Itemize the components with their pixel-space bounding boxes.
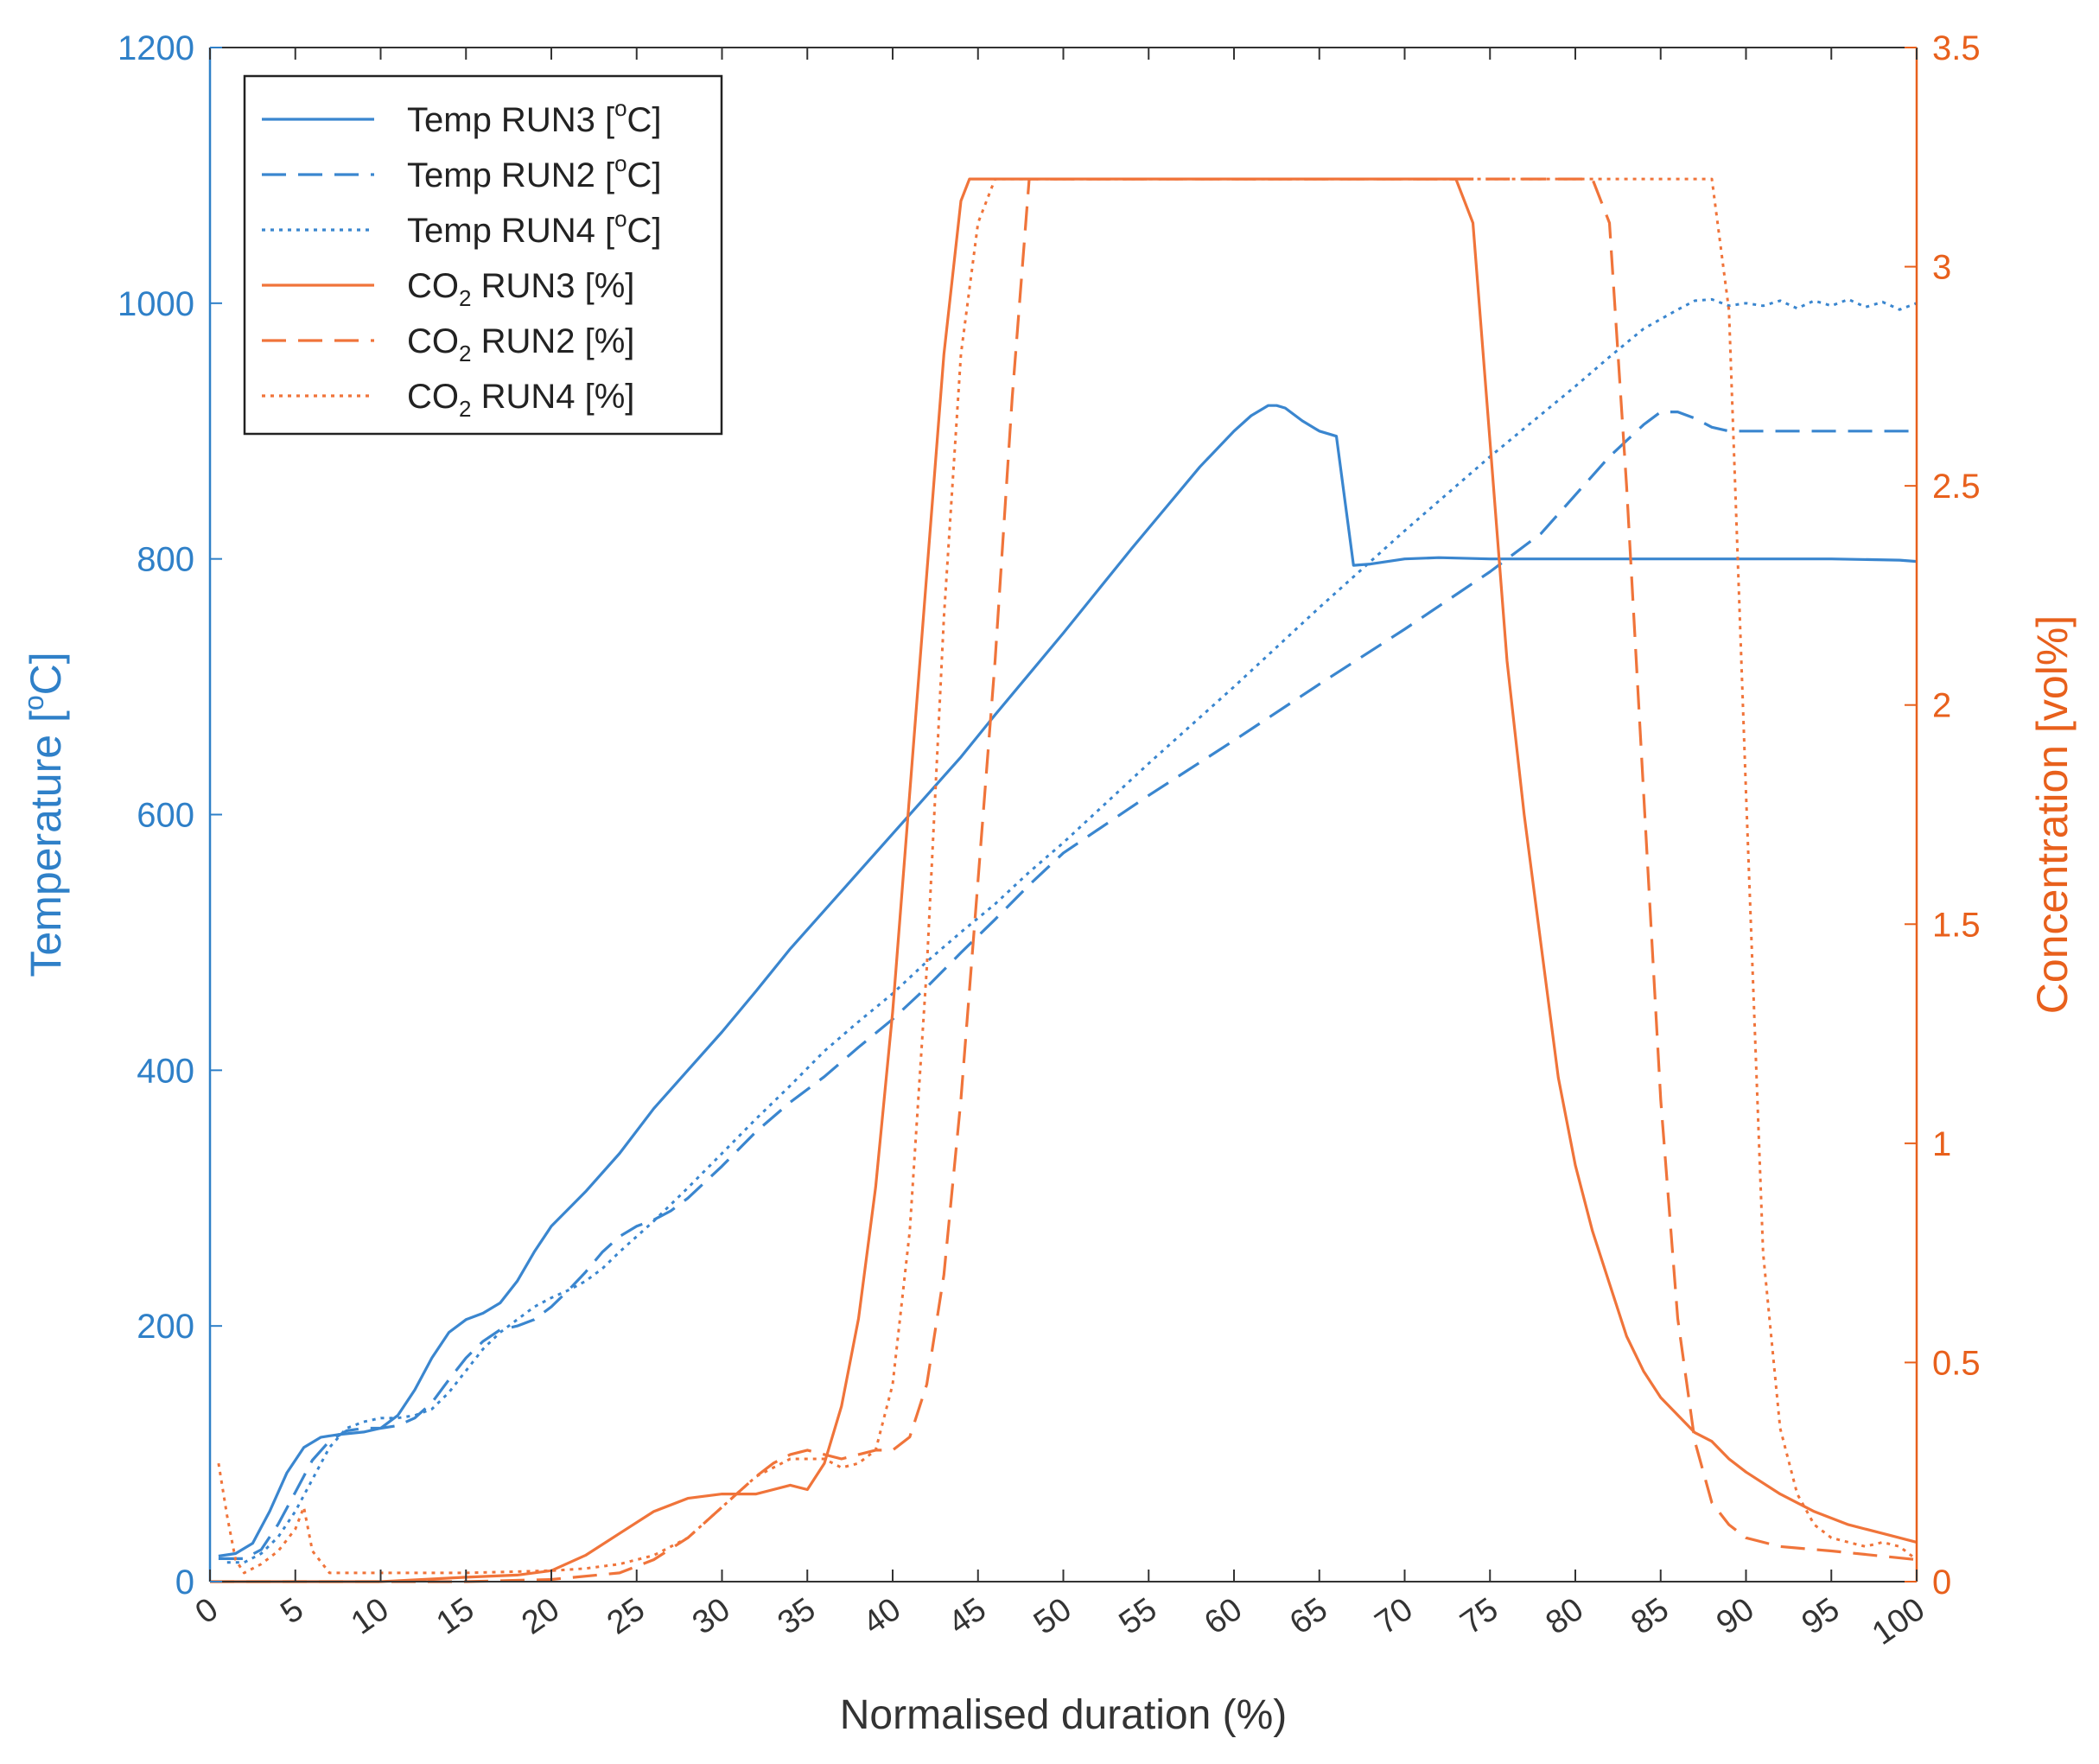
y-left-tick-label-5: 1000 — [118, 285, 194, 323]
x-axis-label: Normalised duration (%) — [840, 1692, 1288, 1738]
series-line-5 — [217, 177, 1918, 1575]
legend-label-1: Temp RUN2 [oC] — [407, 150, 662, 194]
y-right-axis-label: Concentration [vol%] — [2028, 615, 2077, 1014]
y-left-tick-label-6: 1200 — [118, 29, 194, 67]
legend-label-3: CO2 RUN3 [%] — [407, 267, 634, 311]
y-right-tick-label-7: 3.5 — [1932, 29, 1981, 67]
y-left-tick-label-1: 200 — [137, 1308, 194, 1346]
y-left-tick-label-2: 400 — [137, 1052, 194, 1090]
y-right-tick-label-6: 3 — [1932, 249, 1951, 287]
y-left-tick-label-3: 600 — [137, 797, 194, 835]
series-line-0 — [218, 404, 1918, 1557]
y-right-tick-label-4: 2 — [1932, 687, 1951, 725]
legend-label-5: CO2 RUN4 [%] — [407, 378, 634, 422]
y-right-tick-label-0: 0 — [1932, 1563, 1951, 1602]
legend-box — [243, 74, 723, 436]
legend-label-2: Temp RUN4 [oC] — [407, 206, 662, 250]
series-line-1 — [218, 411, 1917, 1561]
y-left-axis-label: Temperature [oC] — [18, 652, 70, 977]
legend-label-0: Temp RUN3 [oC] — [407, 95, 662, 139]
y-right-tick-label-5: 2.5 — [1932, 468, 1981, 506]
y-right-tick-label-1: 0.5 — [1932, 1344, 1981, 1382]
legend-label-4: CO2 RUN2 [%] — [407, 322, 634, 366]
y-left-tick-label-4: 800 — [137, 541, 194, 579]
y-right-tick-label-2: 1 — [1932, 1125, 1951, 1163]
y-right-tick-label-3: 1.5 — [1932, 906, 1981, 944]
series-line-2 — [226, 297, 1918, 1564]
y-left-tick-label-0: 0 — [175, 1563, 194, 1602]
